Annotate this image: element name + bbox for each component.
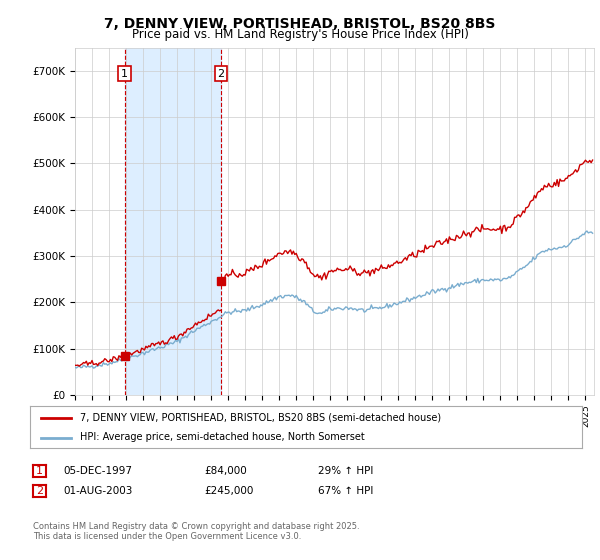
Text: 01-AUG-2003: 01-AUG-2003 (63, 486, 133, 496)
Text: This data is licensed under the Open Government Licence v3.0.: This data is licensed under the Open Gov… (33, 532, 301, 541)
Text: 29% ↑ HPI: 29% ↑ HPI (318, 466, 373, 476)
Bar (125, 48, 221, 395)
Text: 1: 1 (121, 69, 128, 78)
Text: Contains HM Land Registry data © Crown copyright and database right 2025.: Contains HM Land Registry data © Crown c… (33, 522, 359, 531)
Text: 2: 2 (217, 69, 224, 78)
Text: Price paid vs. HM Land Registry's House Price Index (HPI): Price paid vs. HM Land Registry's House … (131, 28, 469, 41)
Text: HPI: Average price, semi-detached house, North Somerset: HPI: Average price, semi-detached house,… (80, 432, 364, 442)
Text: £245,000: £245,000 (204, 486, 253, 496)
Text: 2: 2 (36, 486, 43, 496)
Text: 7, DENNY VIEW, PORTISHEAD, BRISTOL, BS20 8BS (semi-detached house): 7, DENNY VIEW, PORTISHEAD, BRISTOL, BS20… (80, 413, 441, 423)
Text: 1: 1 (36, 466, 43, 476)
Text: £84,000: £84,000 (204, 466, 247, 476)
Text: 67% ↑ HPI: 67% ↑ HPI (318, 486, 373, 496)
Text: 05-DEC-1997: 05-DEC-1997 (63, 466, 132, 476)
Text: 7, DENNY VIEW, PORTISHEAD, BRISTOL, BS20 8BS: 7, DENNY VIEW, PORTISHEAD, BRISTOL, BS20… (104, 17, 496, 31)
